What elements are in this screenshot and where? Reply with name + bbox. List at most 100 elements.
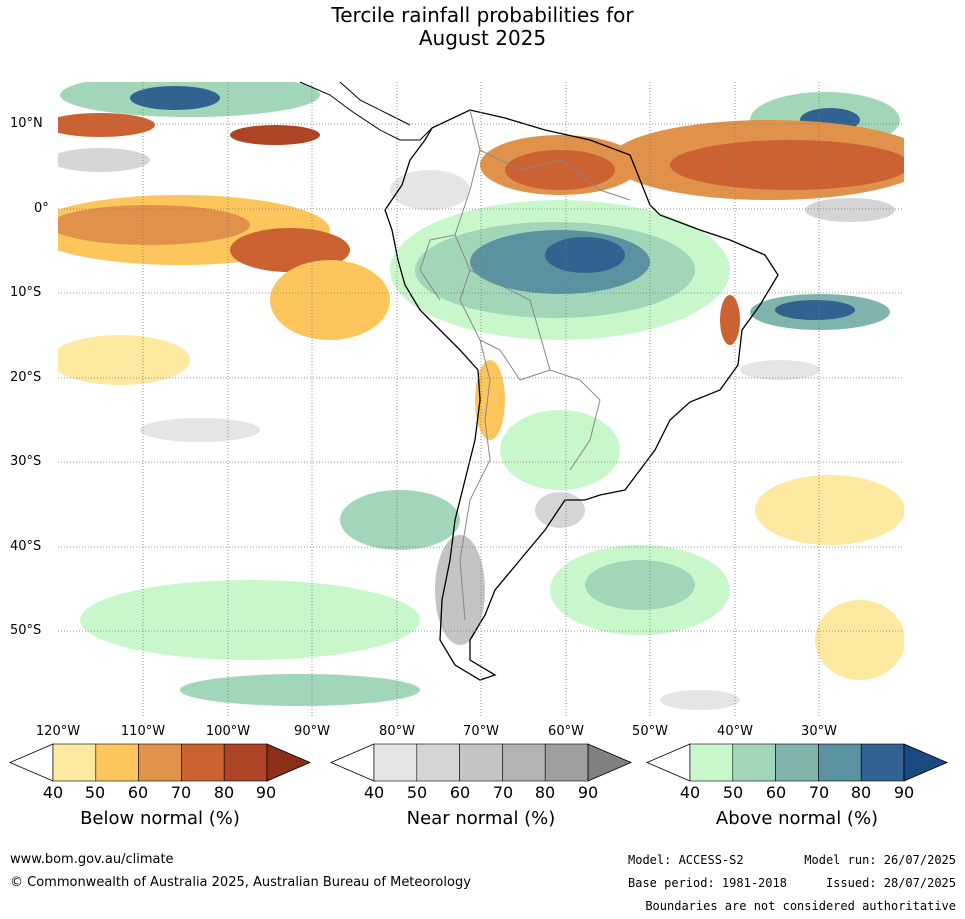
colorbar-swatch	[459, 743, 503, 782]
near-normal-region	[58, 148, 150, 172]
below-normal-region	[58, 205, 250, 245]
below-normal-region	[270, 260, 390, 340]
above-normal-region	[130, 86, 220, 110]
colorbar-below-normal	[8, 743, 312, 782]
base-period: Base period: 1981-2018	[628, 876, 787, 890]
colorbar-near-normal	[329, 743, 633, 782]
below-normal-region	[755, 475, 904, 545]
near-normal-region	[435, 535, 485, 645]
lon-label: 100°W	[205, 724, 251, 739]
national-boundaries	[419, 109, 631, 621]
disclaimer: Boundaries are not considered authoritat…	[645, 899, 956, 913]
lat-label: 10°N	[10, 116, 43, 131]
model-run: Model run: 26/07/2025	[804, 853, 956, 867]
colorbar-swatch	[732, 743, 776, 782]
colorbar-swatch	[775, 743, 819, 782]
colorbar-tick: 50	[84, 783, 106, 802]
colorbar-swatch	[502, 743, 546, 782]
website-link[interactable]: www.bom.gov.au/climate	[10, 852, 174, 867]
above-normal-region	[180, 674, 420, 706]
below-normal-region	[815, 600, 904, 680]
colorbar-tick: 40	[42, 783, 64, 802]
colorbar-tick: 60	[765, 783, 787, 802]
colorbar-above-normal	[645, 743, 949, 782]
colorbar-tick: 80	[534, 783, 556, 802]
colorbar-tick: 70	[808, 783, 830, 802]
above-normal-region	[340, 490, 460, 550]
colorbar-tick: 50	[406, 783, 428, 802]
lon-label: 110°W	[120, 724, 166, 739]
below-normal-region	[670, 140, 904, 190]
chart-title: Tercile rainfall probabilities for Augus…	[0, 4, 965, 50]
gridlines	[58, 82, 904, 716]
colorbar-tick: 80	[213, 783, 235, 802]
below-normal-region	[230, 125, 320, 145]
lon-label: 40°W	[717, 724, 753, 739]
colorbar-swatch	[818, 743, 862, 782]
colorbar-swatch	[223, 743, 268, 782]
above-normal-region	[80, 580, 420, 660]
colorbar-extend-high	[266, 743, 312, 782]
lat-label: 0°	[34, 201, 49, 216]
below-normal-region	[720, 295, 740, 345]
colorbar-swatch	[373, 743, 418, 782]
colorbar-swatch	[860, 743, 905, 782]
above-normal-region	[545, 237, 625, 273]
below-normal-region	[505, 150, 615, 190]
colorbar-extend-low	[329, 743, 375, 782]
colorbar-tick: 70	[492, 783, 514, 802]
below-normal-region	[58, 335, 190, 385]
colorbar-swatch	[689, 743, 734, 782]
colorbar-tick: 40	[363, 783, 385, 802]
colorbar-title-near: Near normal (%)	[406, 808, 556, 829]
near-normal-region	[535, 492, 585, 528]
lat-label: 10°S	[10, 285, 42, 300]
copyright: © Commonwealth of Australia 2025, Austra…	[10, 875, 471, 890]
colorbar-swatch	[416, 743, 460, 782]
colorbar-swatch	[138, 743, 182, 782]
south-america-coastline	[384, 109, 779, 681]
lon-label: 50°W	[632, 724, 668, 739]
near-normal-region	[390, 170, 470, 210]
lon-label: 80°W	[379, 724, 415, 739]
colorbar-tick: 80	[850, 783, 872, 802]
title-line-2: August 2025	[418, 26, 547, 50]
colorbar-tick: 90	[893, 783, 915, 802]
lon-label: 60°W	[548, 724, 584, 739]
near-normal-region	[140, 418, 260, 442]
below-normal-region	[475, 360, 505, 440]
colorbar-extend-high	[587, 743, 633, 782]
near-normal-region	[740, 360, 820, 380]
title-line-1: Tercile rainfall probabilities for	[331, 3, 634, 27]
colorbar-swatch	[52, 743, 97, 782]
below-normal-region	[58, 113, 155, 137]
lon-label: 120°W	[35, 724, 81, 739]
lat-label: 30°S	[10, 454, 42, 469]
colorbar-extend-low	[645, 743, 691, 782]
colorbar-title-below: Below normal (%)	[80, 808, 240, 829]
above-normal-region	[585, 560, 695, 610]
lat-label: 20°S	[10, 370, 42, 385]
colorbar-tick: 60	[127, 783, 149, 802]
colorbar-title-above: Above normal (%)	[715, 808, 879, 829]
colorbar-tick: 90	[577, 783, 599, 802]
colorbar-tick: 70	[170, 783, 192, 802]
near-normal-region	[660, 690, 740, 710]
colorbar-extend-low	[8, 743, 54, 782]
colorbar-swatch	[544, 743, 589, 782]
near-normal-region	[805, 198, 895, 222]
above-normal-region	[775, 300, 855, 320]
lon-label: 70°W	[463, 724, 499, 739]
model-name: Model: ACCESS-S2	[628, 853, 744, 867]
colorbar-tick: 90	[255, 783, 277, 802]
colorbar-tick: 40	[679, 783, 701, 802]
lon-label: 90°W	[294, 724, 330, 739]
colorbar-swatch	[95, 743, 139, 782]
colorbar-tick: 60	[449, 783, 471, 802]
colorbar-extend-high	[903, 743, 949, 782]
lat-label: 40°S	[10, 539, 42, 554]
issued-date: Issued: 28/07/2025	[825, 876, 956, 890]
lat-label: 50°S	[10, 623, 42, 638]
central-america-coastline	[299, 81, 433, 141]
